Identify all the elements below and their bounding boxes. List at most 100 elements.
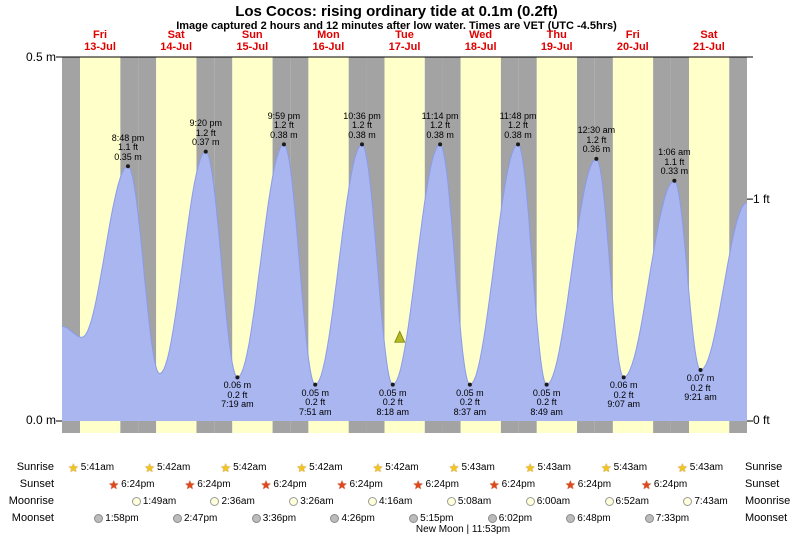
moonrise-time: 4:16am [378, 496, 413, 507]
moonset-icon [487, 514, 497, 523]
tide-label-line: 0.2 ft [227, 389, 248, 400]
moonrise-icon [683, 497, 693, 506]
moonrise-icon [131, 497, 141, 506]
tide-high-label: 9:20 pm 1.2 ft 0.37 m [166, 119, 246, 148]
tide-label-line: 1.2 ft [273, 120, 294, 131]
tide-label-line: 7:51 am [298, 406, 332, 417]
moonset-entry: 4:26pm [330, 512, 375, 525]
sunset-time: 6:24pm [197, 479, 231, 490]
tide-label-line: 12:30 am [577, 125, 616, 136]
tide-low-label: 0.05 m 0.2 ft 7:51 am [275, 387, 355, 418]
sunrise-icon: ★ [296, 460, 308, 475]
moonrise-time: 6:00am [536, 496, 571, 507]
day-label: Fri 13-Jul [62, 29, 138, 53]
tide-extreme-dot [672, 178, 677, 183]
day-date: 16-Jul [312, 41, 345, 53]
sunset-entry: ★ 6:24pm [413, 478, 459, 491]
tide-extreme-dot [621, 375, 626, 380]
moonset-icon [566, 514, 576, 523]
sunset-time: 6:24pm [425, 479, 459, 490]
moonset-entry: 1:58pm [94, 512, 139, 525]
tide-high-label: 12:30 am 1.2 ft 0.36 m [556, 126, 636, 155]
moonrise-time: 3:26am [300, 496, 334, 507]
tide-high-label: 10:36 pm 1.2 ft 0.38 m [322, 111, 402, 141]
tide-low-label: 0.05 m 0.2 ft 8:49 am [507, 387, 587, 418]
moonrise-icon [210, 497, 220, 506]
tide-label-line: 8:18 am [376, 406, 410, 417]
sunset-time: 6:24pm [577, 479, 612, 490]
tide-extreme-dot [203, 149, 208, 154]
tide-label-line: 0.2 ft [536, 397, 557, 408]
tide-extreme-dot [467, 382, 472, 387]
moonrise-entry: 3:26am [289, 495, 334, 508]
tide-label-line: 9:07 am [607, 399, 640, 410]
day-name: Tue [395, 29, 414, 41]
sunset-entry: ★ 6:24pm [337, 478, 383, 491]
tide-label-line: 8:49 am [530, 406, 563, 417]
moonset-icon [409, 514, 419, 523]
tide-label-line: 1.2 ft [508, 120, 529, 131]
tide-extreme-dot [125, 164, 130, 169]
sunrise-time: 5:43am [537, 462, 571, 473]
tide-label-line: 0.35 m [114, 151, 142, 162]
tide-label-line: 1:06 am [658, 147, 691, 158]
tide-label-line: 7:19 am [221, 399, 254, 410]
moonset-entry: 2:47pm [172, 512, 218, 525]
tide-label-line: 1.1 ft [117, 142, 138, 153]
tide-label-line: 0.2 ft [459, 397, 480, 408]
sunrise-entry: ★ 5:43am [525, 461, 571, 474]
tide-label-line: 0.05 m [532, 387, 561, 398]
moonset-time: 5:15pm [420, 513, 454, 524]
moonset-row-label-right: Moonset [745, 512, 788, 524]
sunrise-icon: ★ [448, 460, 460, 475]
day-label: Sat 14-Jul [138, 29, 214, 53]
moonset-icon [644, 514, 654, 523]
tide-label-line: 0.38 m [348, 129, 376, 140]
sunrise-time: 5:43am [461, 462, 495, 473]
chart-title: Los Cocos: rising ordinary tide at 0.1m … [235, 3, 558, 20]
tide-low-label: 0.07 m 0.2 ft 9:21 am [661, 374, 741, 403]
tide-extreme-dot [313, 382, 318, 387]
tide-label-line: 1.2 ft [195, 127, 216, 138]
tide-high-label: 11:48 pm 1.2 ft 0.38 m [478, 111, 558, 141]
moonset-entry: 6:02pm [487, 512, 532, 525]
tide-label-line: 0.05 m [301, 387, 329, 398]
tide-label-line: 0.2 ft [382, 397, 403, 408]
sunrise-icon: ★ [524, 460, 536, 475]
y-axis-label-right-0ft: 0 ft [753, 413, 770, 427]
sunrise-time: 5:42am [385, 462, 419, 473]
sunrise-icon: ★ [68, 460, 79, 475]
moonrise-entry: 5:08am [446, 495, 491, 508]
moonset-row-label-left: Moonset [11, 512, 54, 524]
day-date: 14-Jul [160, 41, 193, 53]
tide-extreme-dot [438, 142, 443, 147]
day-name: Fri [625, 29, 640, 41]
y-axis-label-left-max: 0.5 m [25, 50, 56, 64]
sunset-time: 6:24pm [349, 479, 383, 490]
tide-extreme-dot [281, 142, 286, 147]
sunrise-entry: ★ 5:43am [601, 461, 647, 474]
moonrise-time: 6:52am [615, 496, 649, 507]
moonset-time: 2:47pm [183, 513, 218, 524]
day-date: 15-Jul [236, 41, 269, 53]
tide-label-line: 0.38 m [270, 129, 298, 140]
tide-high-label: 1:06 am 1.1 ft 0.33 m [634, 148, 714, 177]
tide-label-line: 1.2 ft [586, 134, 607, 145]
sunset-entry: ★ 6:24pm [565, 478, 611, 491]
tide-label-line: 0.33 m [660, 166, 689, 177]
tide-low-label: 0.06 m 0.2 ft 9:07 am [584, 381, 664, 410]
tide-extreme-dot [390, 382, 395, 387]
sunset-time: 6:24pm [121, 479, 155, 490]
chart-subtitle: Image captured 2 hours and 12 minutes af… [176, 20, 617, 32]
moonset-time: 6:48pm [577, 513, 611, 524]
sunset-entry: ★ 6:24pm [641, 478, 687, 491]
sunrise-entry: ★ 5:42am [373, 461, 419, 474]
sunset-icon: ★ [108, 477, 120, 492]
sunset-icon: ★ [412, 477, 424, 492]
day-date: 18-Jul [464, 41, 497, 53]
sunrise-time: 5:42am [233, 462, 267, 473]
tide-label-line: 0.36 m [582, 144, 611, 155]
tide-extreme-dot [360, 142, 365, 147]
sunrise-entry: ★ 5:43am [449, 461, 495, 474]
day-label: Thu 19-Jul [519, 29, 595, 53]
